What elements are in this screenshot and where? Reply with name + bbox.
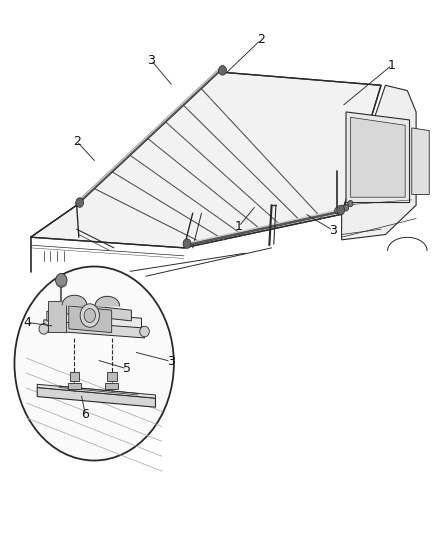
Polygon shape	[69, 306, 112, 333]
Polygon shape	[57, 302, 131, 321]
Text: 1: 1	[235, 220, 243, 233]
Text: 4: 4	[23, 316, 31, 329]
Circle shape	[56, 273, 67, 287]
Circle shape	[335, 207, 340, 214]
Polygon shape	[37, 384, 155, 398]
Polygon shape	[62, 295, 87, 305]
Circle shape	[80, 304, 99, 327]
Circle shape	[76, 198, 84, 207]
Polygon shape	[346, 112, 410, 203]
Circle shape	[348, 200, 353, 207]
Text: 3: 3	[167, 355, 175, 368]
FancyBboxPatch shape	[70, 372, 79, 381]
Text: 3: 3	[329, 224, 337, 237]
Text: 5: 5	[123, 362, 131, 375]
Polygon shape	[31, 72, 381, 248]
Circle shape	[219, 66, 226, 75]
Polygon shape	[95, 296, 120, 306]
Text: 6: 6	[81, 408, 89, 421]
Text: 1: 1	[388, 59, 396, 71]
Polygon shape	[412, 128, 429, 195]
Ellipse shape	[39, 324, 49, 334]
Ellipse shape	[140, 326, 149, 337]
Circle shape	[343, 205, 349, 211]
Text: 2: 2	[257, 34, 265, 46]
Circle shape	[14, 266, 174, 461]
Text: 3: 3	[147, 54, 155, 67]
Polygon shape	[44, 320, 145, 338]
Text: 2: 2	[73, 135, 81, 148]
Circle shape	[337, 205, 345, 215]
FancyBboxPatch shape	[105, 383, 118, 389]
Circle shape	[183, 239, 191, 248]
Polygon shape	[47, 311, 141, 328]
Polygon shape	[48, 301, 66, 332]
Polygon shape	[342, 85, 416, 240]
FancyBboxPatch shape	[107, 372, 117, 381]
FancyBboxPatch shape	[68, 383, 81, 389]
Polygon shape	[350, 117, 405, 197]
Circle shape	[84, 309, 95, 322]
Polygon shape	[37, 387, 155, 407]
